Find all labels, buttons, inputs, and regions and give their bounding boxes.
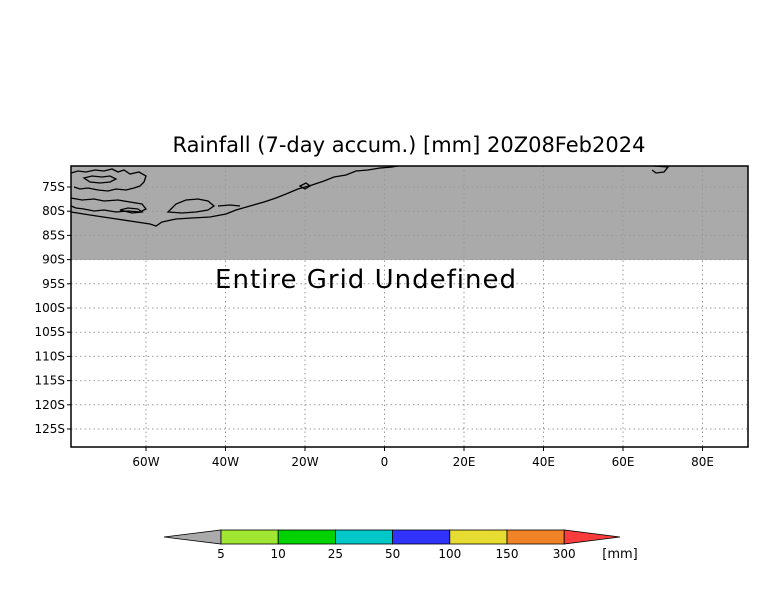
colorbar-label: 100 — [438, 547, 461, 561]
colorbar-label: 150 — [496, 547, 519, 561]
lon-label: 20E — [453, 455, 476, 469]
colorbar-label: 10 — [271, 547, 286, 561]
lat-label: 95S — [42, 277, 65, 291]
colorbar-legend: 5 10 25 50 100 150 300 — [163, 529, 621, 561]
lat-label: 75S — [42, 180, 65, 194]
no-data-message: Entire Grid Undefined — [215, 265, 517, 295]
grid-lines — [67, 166, 748, 451]
latitude-labels: 75S 80S 85S 90S 95S 100S 105S 110S 115S 120S 125S — [34, 180, 65, 436]
lat-label: 80S — [42, 204, 65, 218]
colorbar-label: 50 — [385, 547, 400, 561]
lat-label: 90S — [42, 253, 65, 267]
lon-label: 40E — [532, 455, 555, 469]
map-title: Rainfall (7-day accum.) [mm] 20Z08Feb202… — [173, 133, 646, 157]
lon-label: 40W — [212, 455, 239, 469]
colorbar-label: 5 — [217, 547, 225, 561]
lat-label: 105S — [34, 325, 65, 339]
colorbar-box — [334, 529, 393, 545]
colorbar-box — [506, 529, 565, 545]
colorbar-low-arrow — [163, 529, 222, 545]
lon-label: 20W — [291, 455, 318, 469]
colorbar-box — [392, 529, 451, 545]
coastline — [70, 165, 670, 227]
lon-label: 0 — [381, 455, 389, 469]
lon-label: 80E — [691, 455, 714, 469]
colorbar-label: 300 — [553, 547, 576, 561]
colorbar-high-arrow — [563, 529, 621, 545]
legend-unit: [mm] — [602, 547, 637, 562]
map-frame — [70, 165, 749, 448]
lat-label: 100S — [34, 301, 65, 315]
lon-label: 60W — [132, 455, 159, 469]
colorbar-box — [277, 529, 336, 545]
lat-label: 125S — [34, 422, 65, 436]
longitude-labels: 60W 40W 20W 0 20E 40E 60E 80E — [132, 455, 714, 469]
lat-label: 110S — [34, 349, 65, 363]
colorbar-box — [449, 529, 508, 545]
colorbar-label: 25 — [328, 547, 343, 561]
undefined-region — [71, 166, 748, 260]
lon-label: 60E — [612, 455, 635, 469]
lat-label: 115S — [34, 374, 65, 388]
lat-label: 85S — [42, 228, 65, 242]
lat-label: 120S — [34, 398, 65, 412]
colorbar-box — [220, 529, 279, 545]
